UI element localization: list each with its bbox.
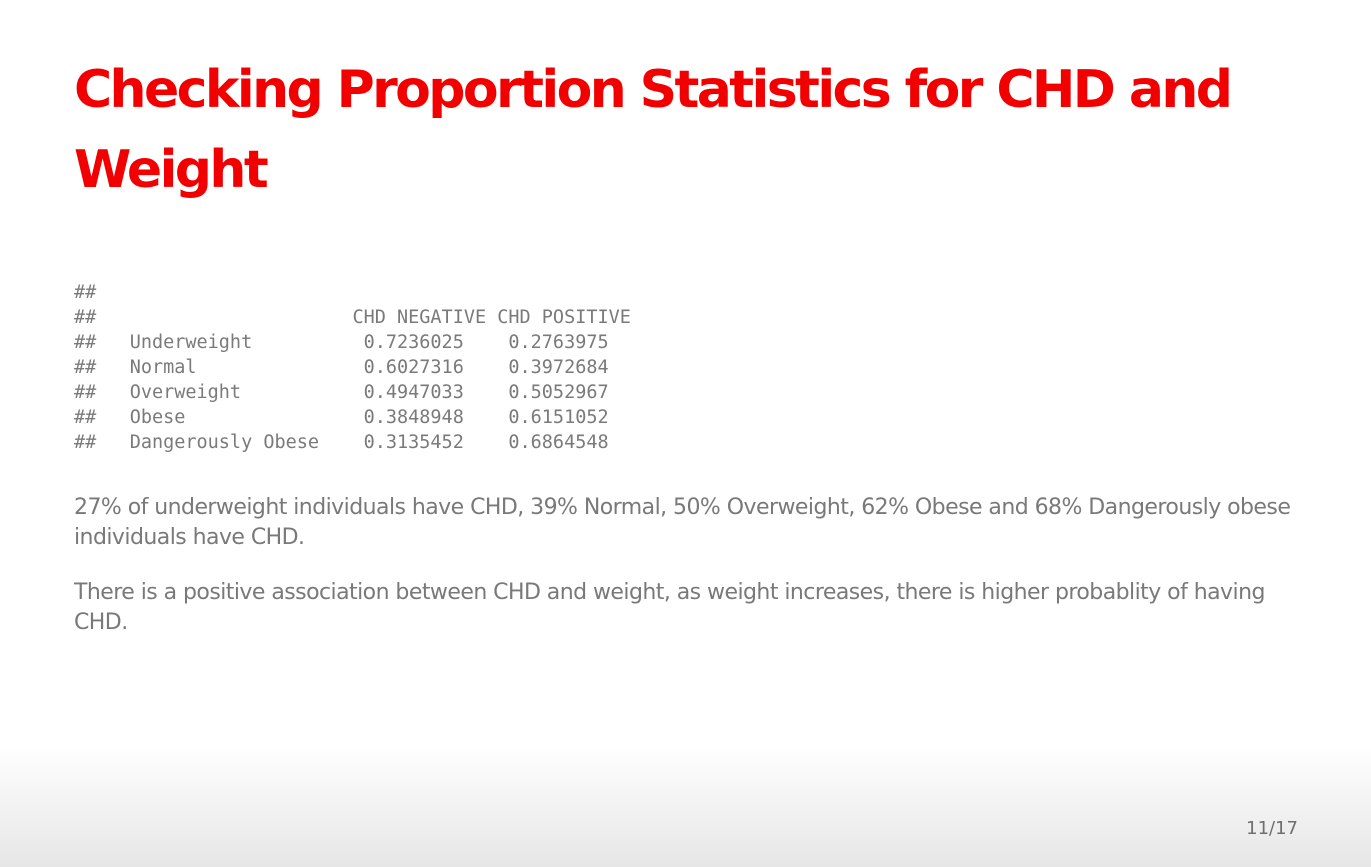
code-line: ## CHD NEGATIVE CHD POSITIVE — [74, 307, 631, 328]
code-line: ## Obese 0.3848948 0.6151052 — [74, 407, 609, 428]
slide-title: Checking Proportion Statistics for CHD a… — [74, 60, 1233, 200]
code-line: ## Underweight 0.7236025 0.2763975 — [74, 332, 609, 353]
code-line: ## Overweight 0.4947033 0.5052967 — [74, 382, 609, 403]
code-output: ## ## CHD NEGATIVE CHD POSITIVE ## Underwe… — [74, 280, 631, 455]
code-line: ## Dangerously Obese 0.3135452 0.6864548 — [74, 432, 609, 453]
summary-paragraph: 27% of underweight individuals have CHD,… — [74, 495, 1291, 550]
code-line: ## — [74, 282, 97, 303]
conclusion-paragraph: There is a positive association between … — [74, 580, 1265, 635]
code-line: ## Normal 0.6027316 0.3972684 — [74, 357, 609, 378]
page-number: 11/17 — [1246, 818, 1298, 839]
